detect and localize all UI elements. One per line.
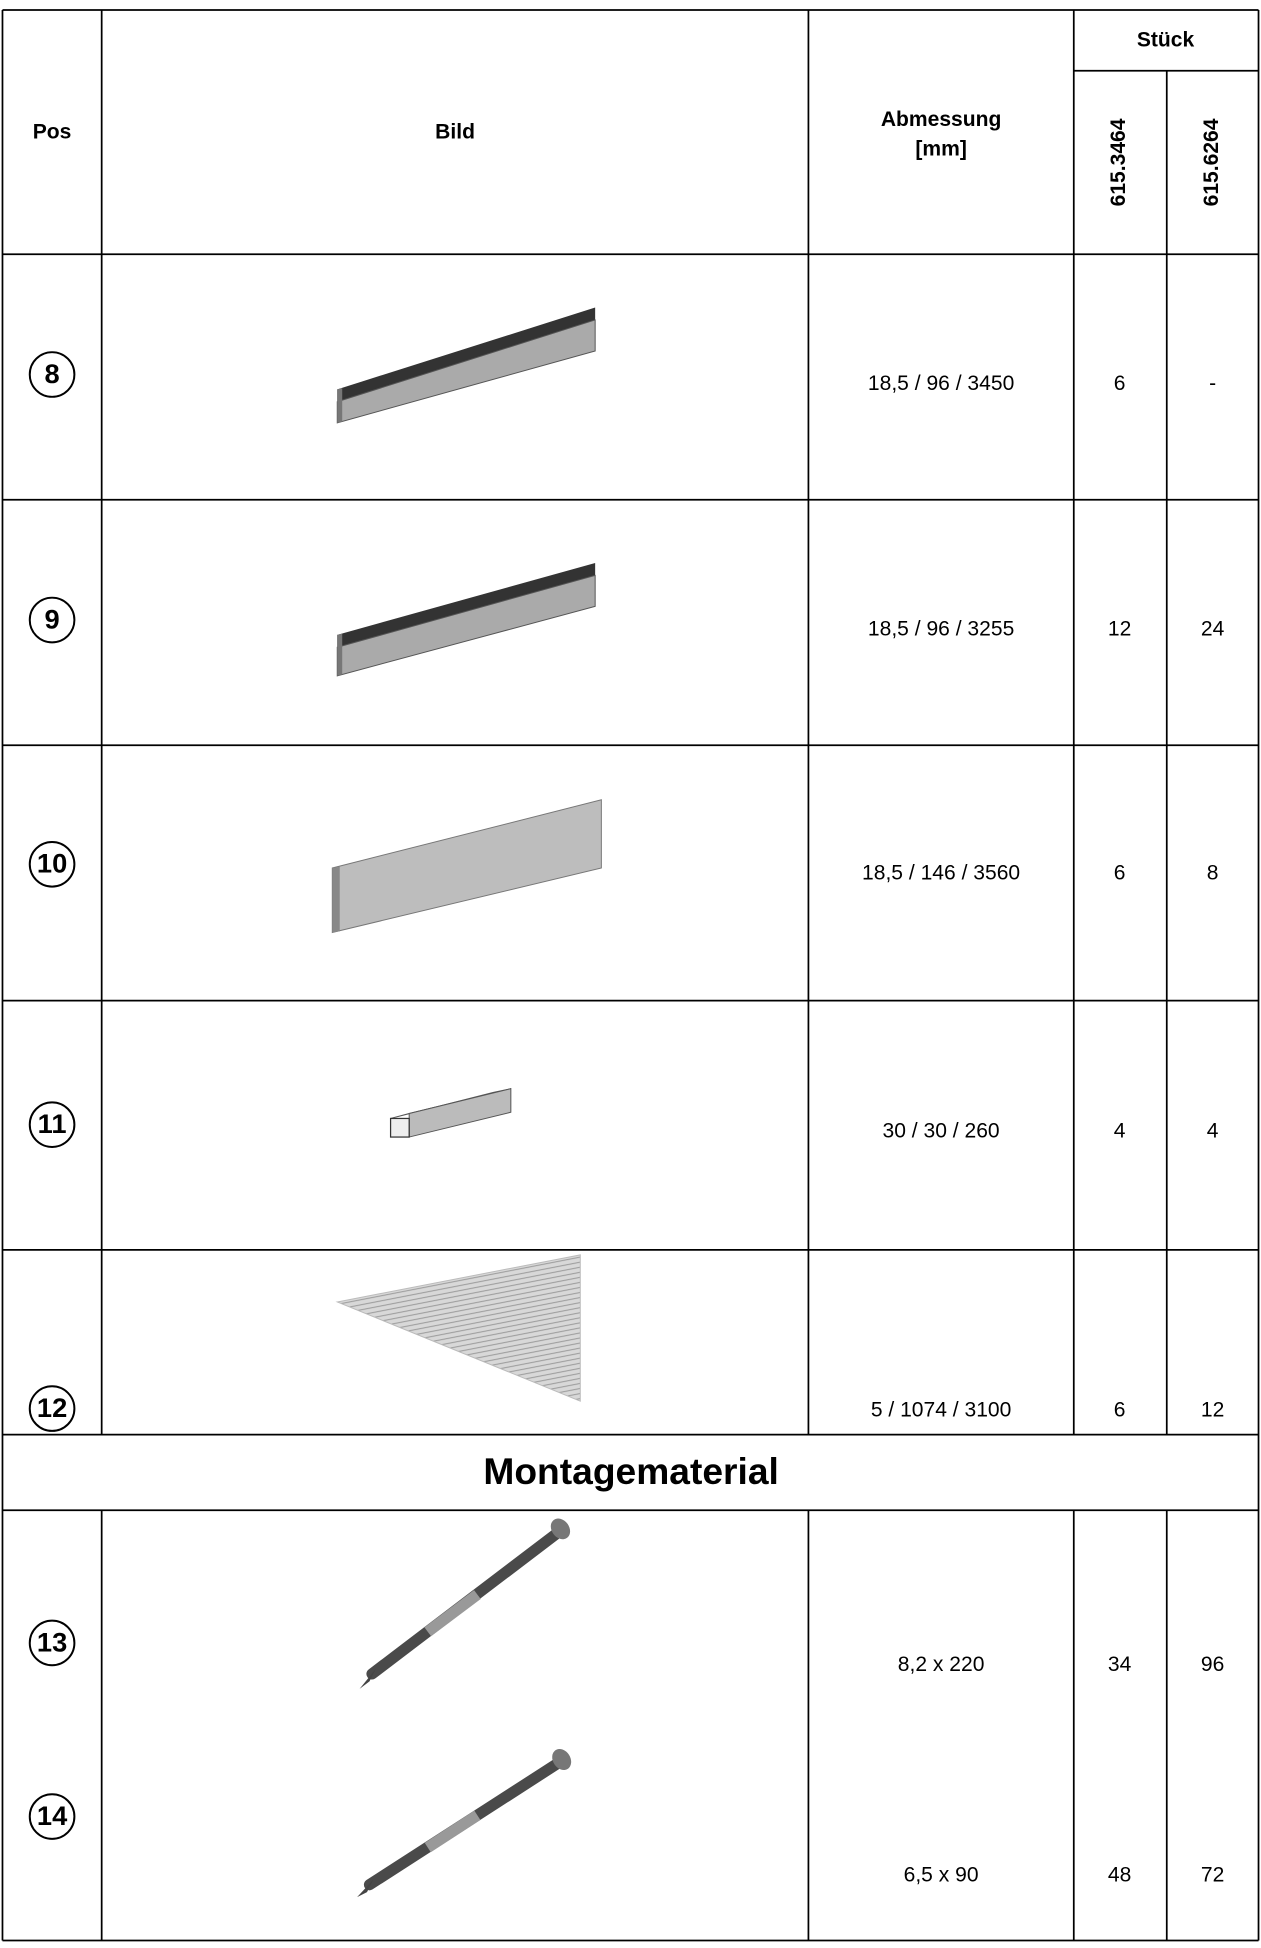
image-corrugated-sheet <box>337 1255 580 1401</box>
header-variant: 615.3464 <box>1107 118 1130 206</box>
part-images <box>332 308 601 1898</box>
dimension: 6,5 x 90 <box>904 1864 979 1887</box>
header-dimension-unit: [mm] <box>915 138 966 161</box>
section-title: Montagematerial <box>483 1450 779 1492</box>
header-dimension: Abmessung <box>881 108 1002 131</box>
quantity: 12 <box>1201 1399 1224 1422</box>
quantity: 34 <box>1108 1653 1132 1676</box>
image-screw <box>357 1745 575 1897</box>
image-board <box>337 308 595 423</box>
quantity: 24 <box>1201 617 1225 640</box>
image-post <box>391 1089 511 1137</box>
position-number: 10 <box>37 848 67 879</box>
dimension: 30 / 30 / 260 <box>883 1120 1000 1143</box>
quantity: 72 <box>1201 1864 1224 1887</box>
quantity: 8 <box>1207 862 1219 885</box>
table-grid <box>2 10 1258 1941</box>
position-number: 8 <box>44 358 59 389</box>
dimension: 18,5 / 96 / 3450 <box>868 372 1014 395</box>
quantity: - <box>1209 372 1216 395</box>
quantity: 48 <box>1108 1864 1131 1887</box>
page: Pos Bild Abmessung [mm] Stück 615.3464 6… <box>0 0 1261 1948</box>
dimension: 8,2 x 220 <box>898 1653 985 1676</box>
quantity: 6 <box>1114 372 1126 395</box>
header-pieces: Stück <box>1137 29 1195 52</box>
quantity: 6 <box>1114 862 1126 885</box>
position-number: 12 <box>37 1392 67 1423</box>
position-number: 9 <box>44 603 59 634</box>
header-variant: 615.6264 <box>1200 118 1223 206</box>
dimension: 5 / 1074 / 3100 <box>871 1399 1012 1422</box>
quantity: 96 <box>1201 1653 1224 1676</box>
position-number: 11 <box>38 1108 67 1139</box>
parts-table: Pos Bild Abmessung [mm] Stück 615.3464 6… <box>0 0 1261 1948</box>
position-number: 13 <box>37 1626 67 1657</box>
position-number: 14 <box>37 1800 68 1831</box>
quantity: 6 <box>1114 1399 1126 1422</box>
dimension: 18,5 / 96 / 3255 <box>868 617 1014 640</box>
image-plank <box>332 800 601 933</box>
quantity: 12 <box>1108 617 1131 640</box>
header-pos: Pos <box>33 120 72 143</box>
image-screw <box>360 1515 575 1689</box>
header-image: Bild <box>435 120 475 143</box>
quantity: 4 <box>1114 1120 1126 1143</box>
image-board <box>337 563 595 676</box>
dimension: 18,5 / 146 / 3560 <box>862 862 1020 885</box>
quantity: 4 <box>1207 1120 1219 1143</box>
